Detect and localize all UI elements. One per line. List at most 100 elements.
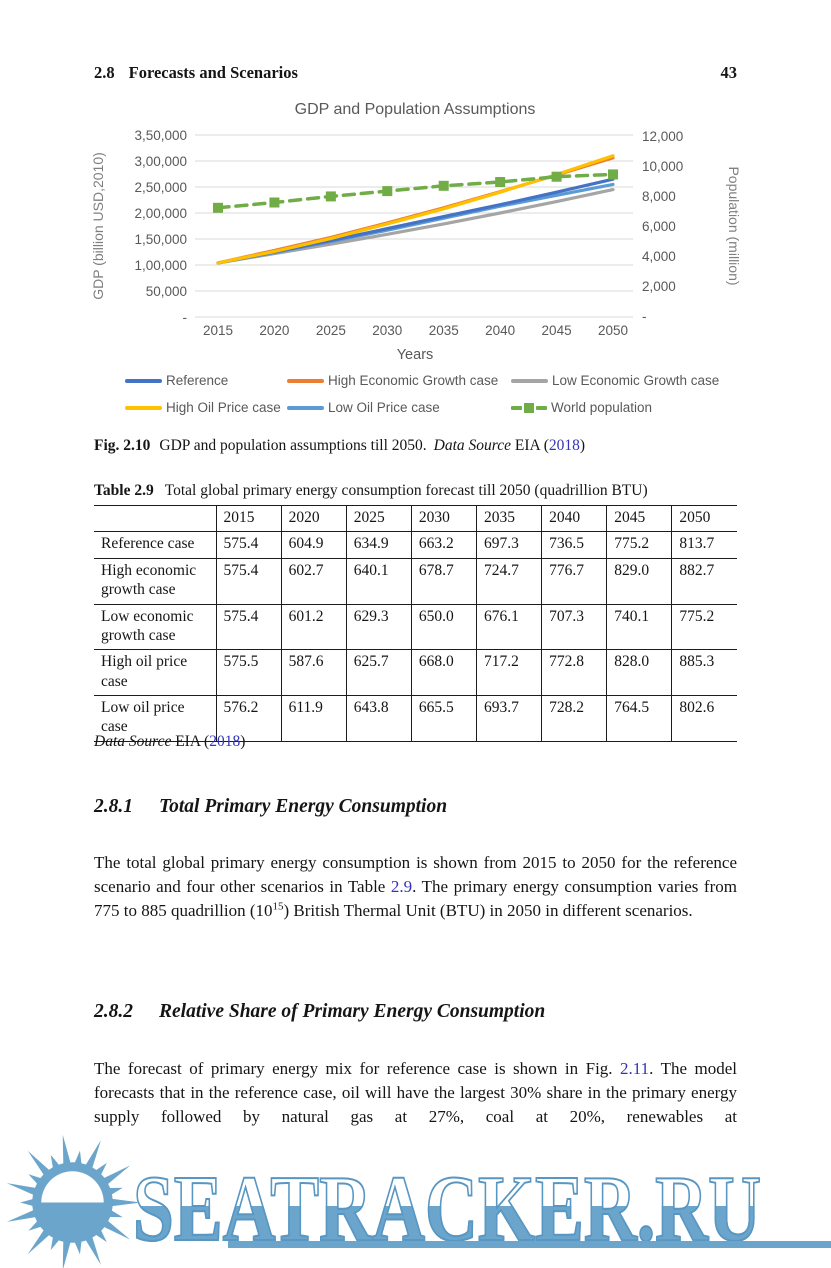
table-cell: 634.9 (345, 531, 412, 559)
column-header (94, 504, 216, 533)
table-cell: 707.3 (541, 603, 607, 650)
paragraph-281: The total global primary energy consumpt… (94, 851, 737, 923)
column-header: 2050 (671, 504, 737, 533)
x-axis-tick: 2050 (598, 323, 628, 338)
cross-reference-link[interactable]: 2018 (548, 437, 580, 454)
table-cell: 717.2 (475, 649, 542, 696)
series-world-population (216, 172, 615, 210)
text-segment: Fig. 2.10 (94, 437, 151, 454)
text-segment: EIA ( (171, 733, 210, 750)
energy-consumption-table: 2015 2020 2025 2030 2035 2040 2045 2050 Referenc… (94, 504, 737, 742)
gdp-population-chart: 3,50,000 3,00,000 2,50,000 2,00,000 1,50,000… (85, 98, 750, 424)
table-row: Low oil price case 576.2 611.9 643.8 665.5 69… (94, 695, 737, 742)
table-cell: 611.9 (280, 695, 347, 742)
table-cell: 740.1 (606, 603, 672, 650)
left-axis-tick: 3,00,000 (134, 154, 187, 169)
legend-item: Reference (125, 373, 228, 388)
text-segment: ) (579, 437, 586, 454)
table-cell: 575.4 (215, 557, 282, 604)
series-marker (608, 169, 619, 180)
table-cell: 776.7 (541, 557, 607, 604)
row-label: High oil price case (94, 649, 216, 696)
running-header-title: 2.8 Forecasts and Scenarios (94, 63, 298, 83)
right-axis-tick: 2,000 (642, 279, 676, 294)
column-header: 2040 (541, 504, 607, 533)
section-number: 2.8 (94, 63, 115, 82)
section-heading-title: Total Primary Energy Consumption (159, 796, 448, 817)
table-row: Low economic growth case 575.4 601.2 629.3 6… (94, 603, 737, 650)
row-label: Low economic growth case (94, 603, 216, 650)
legend-swatch-icon (511, 402, 547, 413)
text-segment: EIA ( (510, 437, 549, 454)
column-header: 2025 (345, 504, 412, 533)
table-cell: 724.7 (475, 557, 542, 604)
table-cell: 736.5 (541, 531, 607, 559)
right-axis-tick: 8,000 (642, 189, 676, 204)
table-cell: 629.3 (345, 603, 412, 650)
series-marker (325, 191, 336, 202)
table-cell: 829.0 (606, 557, 672, 604)
table-cell: 802.6 (671, 695, 737, 742)
cross-reference-link[interactable]: 2.11 (620, 1059, 650, 1078)
left-axis-tick: 2,00,000 (134, 206, 187, 221)
text-segment: The forecast of primary energy mix for r… (94, 1059, 621, 1078)
table-cell: 813.7 (671, 531, 737, 559)
left-axis-tick: 1,50,000 (134, 232, 187, 247)
series-marker (269, 197, 280, 208)
series-marker (438, 180, 449, 191)
text-segment: GDP and population assumptions till 2050… (159, 437, 427, 454)
text-segment: ) British Thermal Unit (BTU) in 2050 in … (283, 901, 693, 920)
row-label: High economic growth case (94, 557, 216, 604)
table-cell: 665.5 (410, 695, 477, 742)
table-cell: 640.1 (345, 557, 412, 604)
section-heading-title: Relative Share of Primary Energy Consump… (159, 1001, 546, 1022)
x-axis-title: Years (397, 347, 434, 363)
column-header: 2020 (280, 504, 347, 533)
page-number: 43 (720, 63, 738, 82)
table-cell: 643.8 (345, 695, 412, 742)
legend-label: World population (551, 400, 653, 415)
legend-swatch-icon (511, 378, 548, 383)
table-cell: 625.7 (345, 649, 412, 696)
chart-title: GDP and Population Assumptions (295, 101, 536, 118)
legend-swatch-icon (287, 405, 324, 410)
table-cell: 576.2 (215, 695, 282, 742)
legend-label: Low Oil Price case (328, 400, 440, 415)
table-header-row: 2015 2020 2025 2030 2035 2040 2045 2050 (94, 504, 737, 533)
cross-reference-link[interactable]: 2018 (209, 733, 241, 750)
legend-label: High Economic Growth case (328, 373, 499, 388)
table-cell: 693.7 (475, 695, 542, 742)
left-axis-tick: - (183, 310, 188, 325)
section-heading-281: 2.8.1 Total Primary Energy Consumption (94, 796, 737, 818)
watermark-bar (228, 1241, 831, 1248)
chart-canvas: 3,50,000 3,00,000 2,50,000 2,00,000 1,50,000… (90, 101, 742, 363)
left-axis-tick: 1,00,000 (134, 258, 187, 273)
paragraph-282: The forecast of primary energy mix for r… (94, 1057, 737, 1129)
text-segment: . The primary energy consumption varies … (94, 877, 737, 920)
cross-reference-link[interactable]: 2.9 (390, 877, 413, 896)
legend-item: High Oil Price case (125, 400, 281, 415)
table-title-text: Total global primary energy consumption … (164, 482, 648, 499)
legend-label: Low Economic Growth case (552, 373, 720, 388)
left-axis-tick: 3,50,000 (134, 128, 187, 143)
legend-swatch-icon (125, 405, 162, 410)
table-cell: 601.2 (280, 603, 347, 650)
left-axis-tick: 2,50,000 (134, 180, 187, 195)
table-cell: 764.5 (606, 695, 672, 742)
table-cell: 885.3 (671, 649, 737, 696)
legend-label: High Oil Price case (166, 400, 281, 415)
text-segment: Data Source (433, 437, 511, 454)
table-cell: 604.9 (280, 531, 347, 559)
section-title: Forecasts and Scenarios (128, 63, 298, 82)
text-segment: The total global primary energy consumpt… (94, 853, 737, 896)
right-axis-tick: 6,000 (642, 219, 676, 234)
legend-label: Reference (166, 373, 229, 388)
row-label: Reference case (94, 531, 216, 559)
left-axis-title: GDP (billion USD,2010) (90, 152, 106, 300)
table-cell: 668.0 (410, 649, 477, 696)
table-cell: 728.2 (541, 695, 607, 742)
x-axis-tick: 2025 (316, 323, 346, 338)
right-axis-tick: 4,000 (642, 249, 676, 264)
running-header: 2.8 Forecasts and Scenarios 43 (94, 63, 737, 83)
x-axis-tick: 2040 (485, 323, 515, 338)
